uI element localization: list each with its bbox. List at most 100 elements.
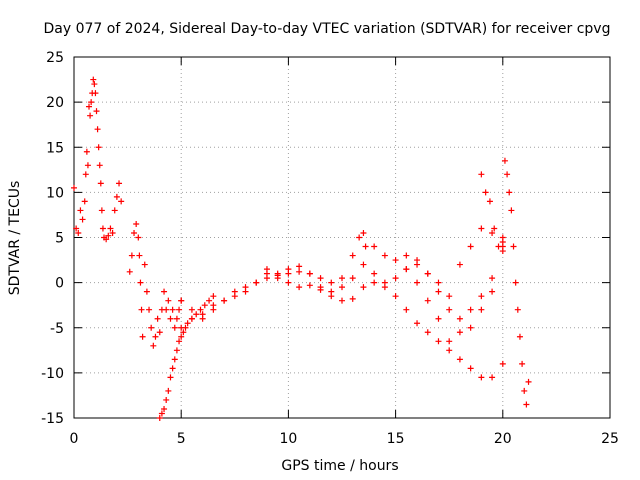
data-point-marker [482,189,489,196]
data-point-marker [362,243,369,250]
data-point-marker [165,387,172,394]
data-point-marker [79,216,86,223]
data-point-marker [199,315,206,322]
data-point-marker [349,275,356,282]
data-point-marker [296,268,303,275]
data-point-marker [495,243,502,250]
data-point-marker [306,282,313,289]
data-point-marker [98,207,105,214]
data-point-marker [116,180,123,187]
data-point-marker [504,171,511,178]
x-axis-label: GPS time / hours [281,458,398,474]
data-point-marker [478,374,485,381]
series-late-d [360,225,506,300]
data-point-marker [178,333,185,340]
y-tick-label: 25 [46,50,64,66]
data-point-marker [467,243,474,250]
data-point-marker [306,270,313,277]
data-point-marker [296,263,303,270]
data-point-marker [81,198,88,205]
x-axis: 0 5 10 15 20 25 [70,57,619,447]
data-point-marker [478,293,485,300]
data-point-marker [163,306,170,313]
data-point-marker [467,324,474,331]
data-point-marker [424,329,431,336]
data-point-marker [173,347,180,354]
data-point-marker [512,279,519,286]
data-point-marker [317,284,324,291]
data-point-marker [128,252,135,259]
data-point-marker [82,171,89,178]
data-point-marker [242,288,249,295]
x-tick-label: 15 [387,431,405,447]
data-point-marker [499,248,506,255]
data-point-marker [424,270,431,277]
data-point-marker [285,266,292,273]
data-point-marker [135,234,142,241]
data-point-marker [508,207,515,214]
series-late-a [349,243,506,331]
data-point-marker [491,225,498,232]
data-point-marker [210,293,217,300]
data-point-marker [156,415,163,421]
data-point-marker [274,270,281,277]
data-point-marker [489,229,496,236]
data-point-marker [371,270,378,277]
data-point-marker [146,306,153,313]
data-point-marker [176,306,183,313]
data-point-marker [201,302,208,309]
data-point-marker [171,324,178,331]
y-tick-label: 20 [46,95,64,111]
data-point-marker [231,293,238,300]
y-tick-label: -10 [41,366,64,382]
data-point-marker [521,387,528,394]
data-point-marker [296,284,303,291]
data-point-marker [349,252,356,259]
data-point-marker [133,220,140,227]
data-point-marker [360,229,367,236]
x-tick-label: 0 [70,431,79,447]
data-point-marker [75,229,82,236]
data-point-marker [381,252,388,259]
data-point-marker [414,320,421,327]
data-point-marker [103,236,110,243]
data-point-marker [88,99,95,106]
data-point-marker [414,261,421,268]
data-point-marker [525,378,532,385]
data-point-marker [489,288,496,295]
data-point-marker [392,257,399,264]
data-point-marker [467,365,474,372]
data-point-marker [339,284,345,291]
y-axis-label: SDTVAR / TECUs [7,181,23,296]
data-point-marker [206,297,213,304]
data-point-marker [148,324,155,331]
data-point-marker [285,279,292,286]
data-point-marker [456,356,463,363]
data-point-marker [93,108,100,115]
data-point-marker [161,288,168,295]
data-point-marker [94,126,101,133]
data-point-marker [371,279,378,286]
series-early [71,76,125,243]
data-point-marker [424,297,431,304]
data-point-marker [158,410,165,417]
data-point-marker [349,295,356,302]
data-point-marker [105,232,112,239]
data-point-marker [77,207,84,214]
data-point-marker [317,275,324,282]
data-point-marker [263,266,270,273]
data-point-marker [141,261,148,268]
data-point-marker [111,207,118,214]
data-point-marker [519,360,526,367]
data-point-marker [478,225,485,232]
data-point-marker [403,306,410,313]
series-end [478,157,532,408]
data-point-marker [392,293,399,300]
data-point-marker [188,306,195,313]
data-point-marker [188,315,195,322]
data-point-marker [90,76,97,83]
data-point-marker [184,320,191,327]
y-axis: -15 -10 -5 0 5 10 15 20 25 [41,50,610,427]
data-point-marker [95,144,102,151]
